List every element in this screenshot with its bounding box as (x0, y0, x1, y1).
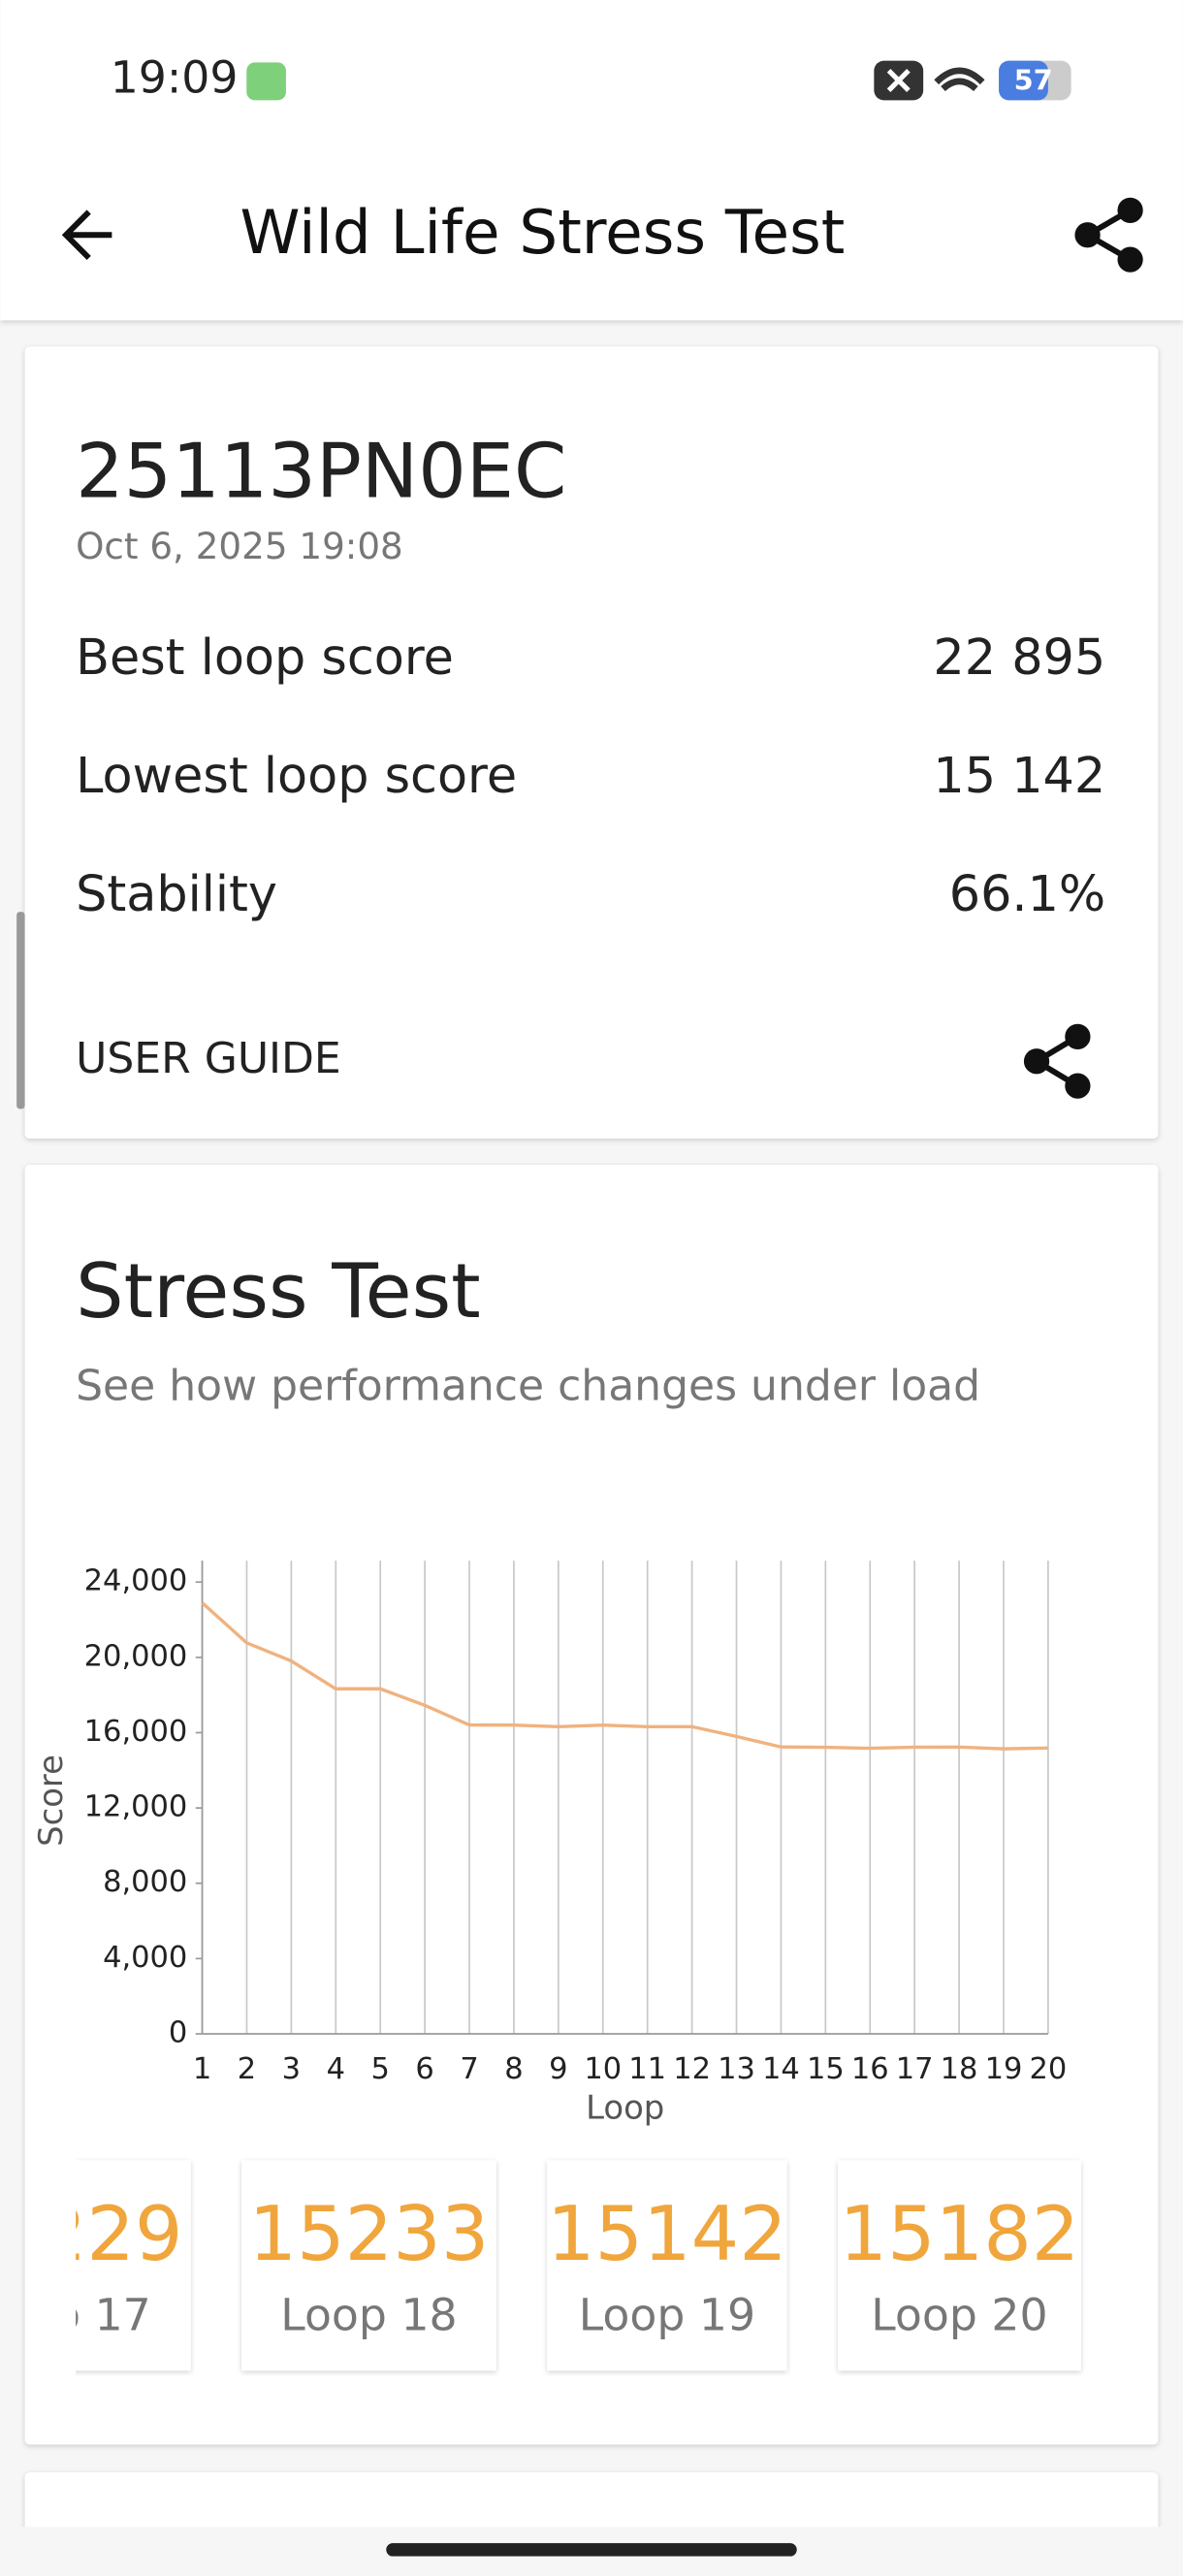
x-tick-label: 10 (584, 2052, 622, 2086)
loop-card (547, 2160, 787, 2371)
loop-label: Loop 17 (0, 2290, 151, 2341)
y-tick-label: 8,000 (103, 1865, 187, 1899)
x-tick-label: 14 (762, 2052, 800, 2086)
battery-text: 57 (1014, 64, 1053, 97)
wifi-icon (934, 67, 985, 92)
status-icon (886, 69, 911, 92)
x-tick-label: 18 (941, 2052, 978, 2086)
x-tick-label: 15 (807, 2052, 845, 2086)
x-tick-label: 9 (549, 2052, 567, 2086)
y-tick-label: 12,000 (84, 1790, 188, 1824)
y-tick-label: 4,000 (103, 1941, 187, 1975)
x-tick-label: 17 (896, 2052, 934, 2086)
section-title: Stress Test (76, 1248, 481, 1336)
y-tick-label: 24,000 (84, 1564, 188, 1598)
x-tick-label: 19 (985, 2052, 1023, 2086)
y-axis-label: Score (32, 1755, 70, 1847)
back-button[interactable] (61, 209, 112, 261)
battery-level (999, 60, 1048, 101)
scrollbar (16, 912, 25, 1110)
x-tick-label: 20 (1030, 2052, 1068, 2086)
x-tick-label: 3 (282, 2052, 301, 2086)
loop-score: 15142 (547, 2191, 787, 2278)
test-date: Oct 6, 2025 19:08 (76, 525, 403, 567)
y-tick-label: 20,000 (84, 1639, 188, 1673)
x-tick-label: 6 (415, 2052, 433, 2086)
row-label: Stability (76, 865, 277, 922)
x-tick-label: 5 (371, 2052, 390, 2086)
x-tick-label: 7 (460, 2052, 478, 2086)
x-tick-label: 8 (504, 2052, 523, 2086)
row-value: 22 895 (933, 628, 1105, 686)
y-tick-label: 0 (169, 2016, 187, 2050)
status-time: 19:09 (111, 51, 239, 103)
loop-label: Loop 18 (280, 2290, 457, 2341)
x-tick-label: 13 (718, 2052, 755, 2086)
status-icon (246, 62, 286, 101)
loop-label: Loop 19 (579, 2290, 755, 2341)
share-result-button[interactable] (1023, 1023, 1091, 1099)
app-bar (0, 0, 1183, 321)
loop-label: Loop 20 (871, 2290, 1047, 2341)
user-guide-button[interactable]: USER GUIDE (76, 1034, 341, 1083)
x-tick-label: 2 (238, 2052, 256, 2086)
home-indicator[interactable] (386, 2543, 797, 2557)
section-subtitle: See how performance changes under load (76, 1361, 980, 1410)
loop-card (838, 2160, 1081, 2371)
loop-score: 15233 (249, 2191, 490, 2278)
loop-score: 15229 (0, 2191, 182, 2278)
row-label: Lowest loop score (76, 747, 517, 804)
x-tick-label: 12 (673, 2052, 711, 2086)
loop-card (76, 2160, 191, 2371)
x-tick-label: 4 (327, 2052, 345, 2086)
row-value: 15 142 (933, 747, 1105, 804)
page-title: Wild Life Stress Test (240, 197, 846, 268)
y-tick-label: 16,000 (84, 1715, 188, 1749)
x-tick-label: 1 (193, 2052, 211, 2086)
loop-card (241, 2160, 496, 2371)
loop-score: 15182 (840, 2191, 1080, 2278)
x-tick-label: 16 (851, 2052, 889, 2086)
x-axis-label: Loop (586, 2088, 664, 2126)
stress-card (24, 1164, 1159, 2445)
device-name: 25113PN0EC (76, 429, 566, 516)
x-tick-label: 11 (628, 2052, 666, 2086)
summary-card (24, 346, 1159, 1139)
score-line (201, 1601, 1048, 1751)
row-value: 66.1% (949, 865, 1105, 922)
share-button[interactable] (1074, 197, 1143, 273)
row-label: Best loop score (76, 628, 454, 686)
